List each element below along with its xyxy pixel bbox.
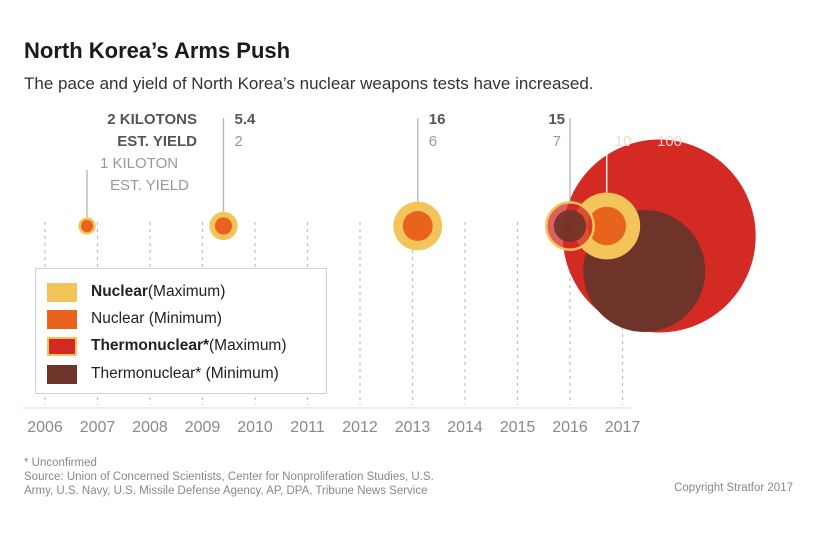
callout-max-2016-sep: 30 [615, 111, 632, 128]
x-tick-label: 2008 [132, 419, 168, 436]
x-tick-label: 2016 [552, 419, 588, 436]
x-tick-label: 2007 [80, 419, 116, 436]
test-2009.4-min-circle [214, 217, 233, 235]
chart-title: North Korea’s Arms Push [24, 38, 291, 63]
x-tick-label: 2017 [605, 419, 641, 436]
callout-min-2013.1: 6 [429, 133, 437, 150]
callout-min-2017: 100 [657, 133, 682, 150]
legend-label: (Maximum) [209, 337, 287, 354]
callout-max-2013.1: 16 [429, 111, 446, 128]
legend-label: (Maximum) [147, 283, 226, 300]
legend-label: Nuclear (Minimum) [91, 310, 222, 327]
test-circles [78, 139, 756, 333]
x-axis: 2006 2007 2008 2009 2010 2011 2012 2013 2014 2015… [27, 419, 640, 436]
test-2013.1-min-circle [402, 211, 433, 241]
legend-label-strong: Thermonuclear* [91, 337, 210, 354]
x-tick-label: 2006 [27, 419, 63, 436]
x-tick-label: 2010 [237, 419, 273, 436]
callout-min2-2006: EST. YIELD [110, 177, 189, 194]
callout-min-2006: 1 KILOTON [100, 155, 178, 172]
legend-swatch-thermo-min [47, 364, 77, 384]
test-2016.0-min-circle [553, 209, 587, 243]
x-tick-label: 2011 [290, 419, 325, 436]
legend-swatch-nuclear-min [47, 309, 77, 329]
legend-swatch-thermo-max [47, 336, 77, 356]
test-2016.7-min-circle [587, 206, 627, 246]
callout-max-2016-jan: 15 [548, 111, 565, 128]
callout-max-2006: 2 KILOTONS [107, 111, 197, 128]
legend-item-nuclear-max: Nuclear (Maximum) [47, 281, 225, 303]
legend-label: Thermonuclear* (Minimum) [91, 365, 279, 382]
source-note: Source: Union of Concerned Scientists, C… [24, 471, 434, 497]
x-tick-label: 2014 [447, 419, 483, 436]
legend-swatch-nuclear-max [47, 282, 77, 302]
legend-item-thermo-min: Thermonuclear* (Minimum) [47, 363, 279, 385]
yield-callouts: 2 KILOTONS EST. YIELD 1 KILOTON EST. YIELD 5… [86, 111, 682, 218]
copyright: Copyright Stratfor 2017 [674, 482, 793, 494]
legend-item-nuclear-min: Nuclear (Minimum) [47, 308, 222, 330]
callout-max2-2006: EST. YIELD [117, 133, 197, 150]
callout-min-2009.4: 2 [235, 133, 243, 150]
x-tick-label: 2012 [342, 419, 378, 436]
footnote-block: * Unconfirmed Source: Union of Concerned… [24, 456, 464, 498]
legend-label-strong: Nuclear [91, 283, 148, 300]
chart-subtitle: The pace and yield of North Korea’s nucl… [24, 74, 594, 93]
legend-item-thermo-max: Thermonuclear* (Maximum) [47, 335, 287, 357]
callout-max-2017: 250 [657, 111, 682, 128]
callout-min-2016-jan: 7 [553, 133, 561, 150]
x-tick-label: 2015 [500, 419, 536, 436]
x-tick-label: 2013 [395, 419, 431, 436]
callout-max-2009.4: 5.4 [235, 111, 257, 128]
test-2006.8-min-circle [80, 219, 94, 233]
unconfirmed-note: * Unconfirmed [24, 457, 97, 469]
legend: Nuclear (Maximum) Nuclear (Minimum) Ther… [35, 268, 327, 394]
x-tick-label: 2009 [185, 419, 221, 436]
callout-min-2016-sep: 10 [615, 133, 632, 150]
